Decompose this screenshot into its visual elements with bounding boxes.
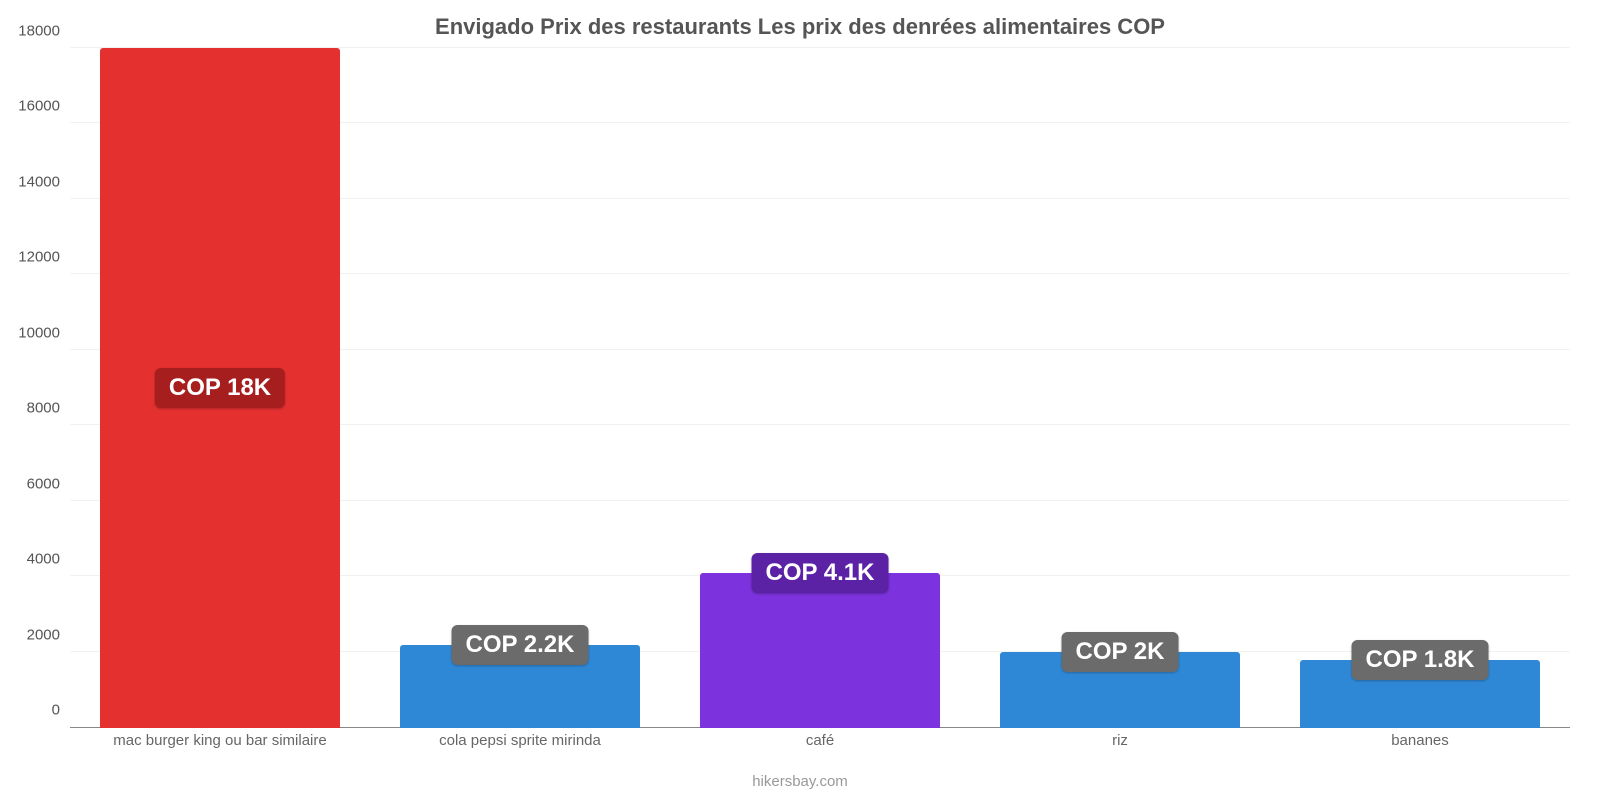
y-tick-label: 12000 xyxy=(18,249,70,266)
y-tick-label: 6000 xyxy=(27,475,70,492)
bar: COP 2.2K xyxy=(400,645,640,728)
y-tick-label: 0 xyxy=(52,702,70,719)
y-tick-label: 8000 xyxy=(27,400,70,417)
value-badge: COP 18K xyxy=(155,368,285,408)
x-tick-label: bananes xyxy=(1270,732,1570,749)
bar-slot: COP 2.2K xyxy=(370,48,670,728)
source-label: hikersbay.com xyxy=(0,773,1600,790)
y-tick-label: 10000 xyxy=(18,324,70,341)
y-tick-label: 4000 xyxy=(27,551,70,568)
chart-plot-area: 0200040006000800010000120001400016000180… xyxy=(70,48,1570,728)
y-tick-label: 18000 xyxy=(18,23,70,40)
x-axis-labels: mac burger king ou bar similairecola pep… xyxy=(70,732,1570,749)
value-badge: COP 2K xyxy=(1062,632,1179,672)
value-badge: COP 2.2K xyxy=(452,625,589,665)
bars-row: COP 18K COP 2.2K COP 4.1K COP 2K COP 1.8K xyxy=(70,48,1570,728)
bar-slot: COP 2K xyxy=(970,48,1270,728)
value-badge: COP 1.8K xyxy=(1352,640,1489,680)
chart-title: Envigado Prix des restaurants Les prix d… xyxy=(0,0,1600,48)
bar-slot: COP 18K xyxy=(70,48,370,728)
bar-slot: COP 1.8K xyxy=(1270,48,1570,728)
x-tick-label: cola pepsi sprite mirinda xyxy=(370,732,670,749)
y-tick-label: 14000 xyxy=(18,173,70,190)
x-tick-label: riz xyxy=(970,732,1270,749)
bar: COP 4.1K xyxy=(700,573,940,728)
bar: COP 2K xyxy=(1000,652,1240,728)
value-badge: COP 4.1K xyxy=(752,553,889,593)
y-tick-label: 16000 xyxy=(18,98,70,115)
y-tick-label: 2000 xyxy=(27,626,70,643)
x-tick-label: café xyxy=(670,732,970,749)
bar: COP 18K xyxy=(100,48,340,728)
x-tick-label: mac burger king ou bar similaire xyxy=(70,732,370,749)
bar: COP 1.8K xyxy=(1300,660,1540,728)
bar-slot: COP 4.1K xyxy=(670,48,970,728)
